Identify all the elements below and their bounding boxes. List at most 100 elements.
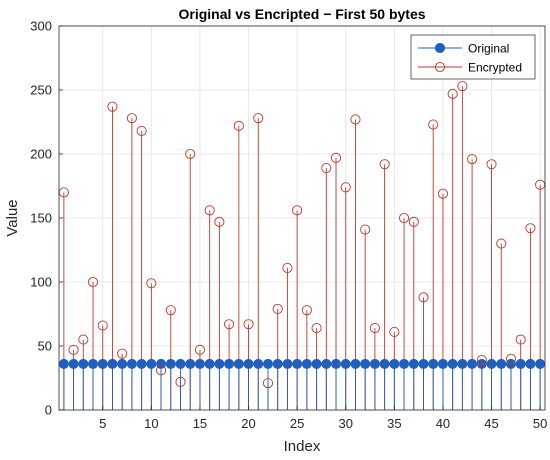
encrypted-point xyxy=(321,163,332,174)
original-point xyxy=(535,358,546,369)
original-point xyxy=(467,358,478,369)
encrypted-point xyxy=(360,224,371,235)
original-point xyxy=(185,358,196,369)
encrypted-point xyxy=(165,305,176,316)
x-tick-label: 45 xyxy=(484,416,498,431)
encrypted-point xyxy=(146,278,157,289)
encrypted-point xyxy=(282,262,293,273)
original-point xyxy=(78,358,89,369)
original-point xyxy=(408,358,419,369)
x-axis-label: Index xyxy=(284,438,321,455)
legend-label-encrypted: Encrypted xyxy=(468,61,522,75)
encrypted-point xyxy=(224,319,235,330)
original-point xyxy=(214,358,225,369)
original-point xyxy=(292,358,303,369)
y-tick-label: 0 xyxy=(45,403,52,418)
legend-label-original: Original xyxy=(468,42,509,56)
encrypted-point xyxy=(194,344,205,355)
original-point xyxy=(311,358,322,369)
original-point xyxy=(418,358,429,369)
encrypted-point xyxy=(117,348,128,359)
encrypted-point xyxy=(233,120,244,131)
original-point xyxy=(175,358,186,369)
original-point xyxy=(428,358,439,369)
legend-box xyxy=(410,34,536,80)
encrypted-point xyxy=(486,159,497,170)
y-tick-label: 200 xyxy=(30,147,52,162)
legend-marker-encrypted xyxy=(434,61,446,73)
encrypted-point xyxy=(311,323,322,334)
encrypted-point xyxy=(437,188,448,199)
original-point xyxy=(437,358,448,369)
legend: Original Encrypted xyxy=(410,34,536,80)
original-point xyxy=(88,358,99,369)
original-point xyxy=(301,358,312,369)
encrypted-point xyxy=(467,154,478,165)
encrypted-point xyxy=(476,355,487,366)
original-point xyxy=(350,358,361,369)
original-point xyxy=(146,358,157,369)
encrypted-point xyxy=(262,378,274,389)
encrypted-point xyxy=(87,276,99,288)
original-point xyxy=(321,358,332,369)
original-point xyxy=(369,358,380,369)
original-point xyxy=(262,358,273,369)
original-point xyxy=(486,358,497,369)
original-point xyxy=(282,358,293,369)
encrypted-point xyxy=(272,303,283,314)
encrypted-point xyxy=(369,323,380,334)
original-point xyxy=(107,358,118,369)
original-point xyxy=(525,358,536,369)
encrypted-point xyxy=(301,305,312,316)
chart-title: Original vs Encripted − First 50 bytes xyxy=(178,6,425,22)
x-tick-label: 10 xyxy=(144,416,158,431)
original-point xyxy=(447,358,458,369)
encrypted-point xyxy=(78,334,89,345)
y-axis-label: Value xyxy=(4,199,21,236)
original-point xyxy=(58,358,69,369)
encrypted-point xyxy=(204,205,215,216)
encrypted-point xyxy=(496,238,507,249)
encrypted-point xyxy=(253,113,264,124)
x-tick-label: 25 xyxy=(290,416,304,431)
stems xyxy=(63,86,541,410)
original-point xyxy=(136,358,147,369)
original-point xyxy=(165,358,176,369)
x-tick-label: 50 xyxy=(533,416,547,431)
original-point xyxy=(379,358,390,369)
encrypted-point xyxy=(379,159,390,170)
encrypted-point xyxy=(505,353,517,364)
encrypted-point xyxy=(175,376,186,387)
encrypted-point xyxy=(428,119,439,130)
tick-labels: 5 10 15 20 25 30 35 40 45 50 0 50 100 150 200 250 300 xyxy=(30,19,547,432)
x-tick-label: 20 xyxy=(241,416,255,431)
encrypted-point xyxy=(525,223,536,234)
encrypted-point xyxy=(399,212,410,224)
x-tick-label: 35 xyxy=(387,416,401,431)
encrypted-point xyxy=(447,88,458,99)
x-tick-label: 30 xyxy=(339,416,353,431)
y-tick-label: 100 xyxy=(30,275,52,290)
encrypted-point xyxy=(350,114,361,125)
encrypted-point xyxy=(107,101,118,112)
x-tick-label: 15 xyxy=(193,416,207,431)
encrypted-point xyxy=(97,320,108,331)
original-point xyxy=(97,358,108,369)
original-point xyxy=(515,358,526,369)
original-point xyxy=(68,358,79,369)
original-point xyxy=(399,358,410,369)
x-tick-label: 40 xyxy=(436,416,450,431)
original-point xyxy=(496,358,507,369)
original-point xyxy=(505,358,516,369)
original-point xyxy=(389,358,400,369)
original-point xyxy=(331,358,342,369)
original-point xyxy=(340,358,351,369)
encrypted-point xyxy=(389,326,400,337)
encrypted-point xyxy=(136,125,147,137)
x-tick-label: 5 xyxy=(99,416,106,431)
encrypted-point xyxy=(515,334,526,345)
encrypted-point xyxy=(330,152,342,163)
markers xyxy=(58,81,546,389)
